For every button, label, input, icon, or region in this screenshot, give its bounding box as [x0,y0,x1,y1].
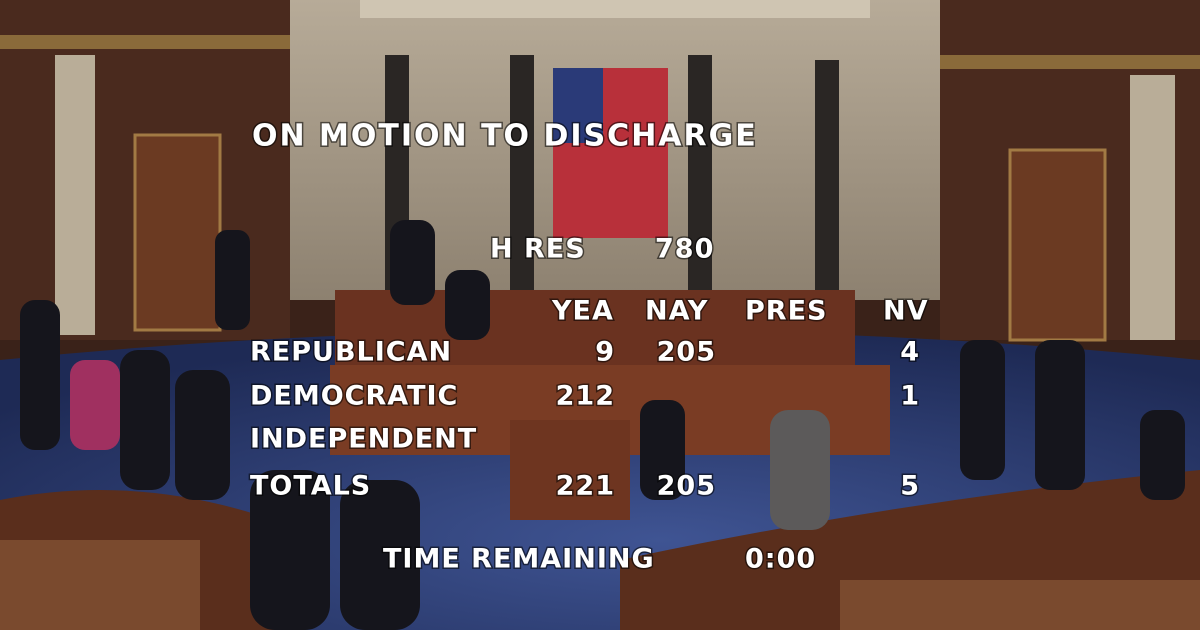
time-value: 0:00 [745,544,816,575]
vote-count: 221 [556,471,615,502]
column-header: NAY [645,296,708,327]
party-label: REPUBLICAN [250,337,452,368]
column-header: NV [883,296,929,327]
party-label: TOTALS [250,471,371,502]
vote-count: 5 [900,471,920,502]
vote-count: 1 [900,381,920,412]
column-header: YEA [551,296,614,327]
column-header: PRES [745,296,827,327]
vote-tally-overlay: ON MOTION TO DISCHARGE H RES 780 TIME RE… [249,117,930,576]
party-label: DEMOCRATIC [250,381,458,412]
vote-count: 9 [595,337,615,368]
time-label: TIME REMAINING [383,544,655,575]
motion-title: ON MOTION TO DISCHARGE [252,119,758,154]
vote-count: 205 [657,471,716,502]
party-label: INDEPENDENT [250,424,477,455]
vote-count: 212 [556,381,615,412]
vote-count: 205 [657,337,716,368]
vote-count: 4 [900,337,920,368]
measure-label: H RES [490,234,586,265]
measure-number: 780 [655,234,714,265]
